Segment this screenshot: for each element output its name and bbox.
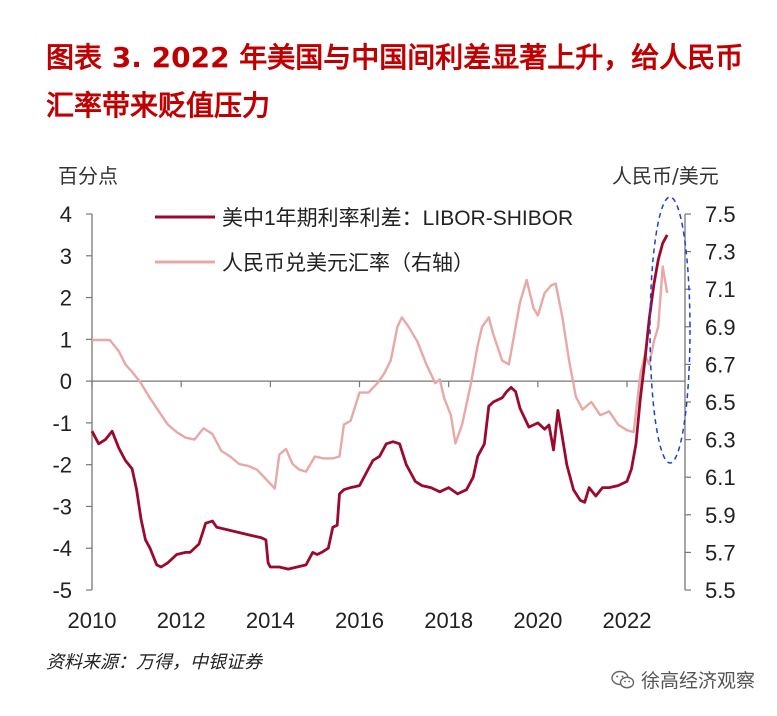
fx-series [92, 265, 669, 490]
spread-series [90, 234, 669, 571]
spread-line [90, 234, 669, 571]
left-tick-label: -5 [52, 578, 72, 603]
right-tick-label: 5.9 [705, 503, 736, 528]
right-tick-label: 7.5 [705, 202, 736, 227]
right-tick-label: 6.1 [705, 465, 736, 490]
x-tick-label: 2012 [157, 608, 206, 633]
x-tick-label: 2022 [603, 608, 652, 633]
x-tick-label: 2014 [246, 608, 295, 633]
left-tick-label: 4 [60, 202, 72, 227]
left-tick-label: 2 [60, 286, 72, 311]
right-tick-label: 5.7 [705, 540, 736, 565]
right-tick-label: 7.1 [705, 277, 736, 302]
left-tick-label: 0 [60, 369, 72, 394]
left-tick-label: -2 [52, 453, 72, 478]
x-tick-label: 2020 [513, 608, 562, 633]
right-axis-unit: 人民币/美元 [612, 164, 719, 188]
right-tick-label: 6.5 [705, 390, 736, 415]
right-tick-label: 5.5 [705, 578, 736, 603]
left-tick-label: -3 [52, 494, 72, 519]
wechat-icon [611, 670, 635, 688]
legend-label-spread: 美中1年期利率利差：LIBOR-SHIBOR [222, 207, 573, 230]
right-tick-label: 6.3 [705, 428, 736, 453]
source-note: 资料来源：万得，中银证券 [46, 652, 262, 673]
fx-line [92, 265, 669, 490]
x-tick-label: 2010 [68, 608, 117, 633]
highlight-ellipse [649, 196, 691, 464]
watermark-text: 徐高经济观察 [640, 670, 755, 692]
left-axis-unit: 百分点 [58, 164, 118, 188]
watermark: 徐高经济观察 [611, 666, 755, 693]
axes: 4 3 2 1 0 -1 -2 -3 -4 -5 7.5 7.3 7.1 6.9 6.7 6.5 6.3 6.1 5… [52, 202, 735, 633]
left-tick-label: -4 [52, 536, 72, 561]
left-tick-label: 3 [60, 244, 72, 269]
right-tick-label: 6.9 [705, 315, 736, 340]
left-tick-label: 1 [60, 327, 72, 352]
right-tick-label: 6.7 [705, 352, 736, 377]
right-tick-label: 7.3 [705, 240, 736, 265]
legend: 美中1年期利率利差：LIBOR-SHIBOR 人民币兑美元汇率（右轴） [155, 207, 573, 275]
x-tick-label: 2016 [335, 608, 384, 633]
legend-label-fx: 人民币兑美元汇率（右轴） [222, 252, 474, 275]
chart-title: 图表 3. 2022 年美国与中国间利差显著上升，给人民币汇率带来贬值压力 [46, 41, 744, 122]
x-tick-label: 2018 [424, 608, 473, 633]
left-tick-label: -1 [52, 411, 72, 436]
